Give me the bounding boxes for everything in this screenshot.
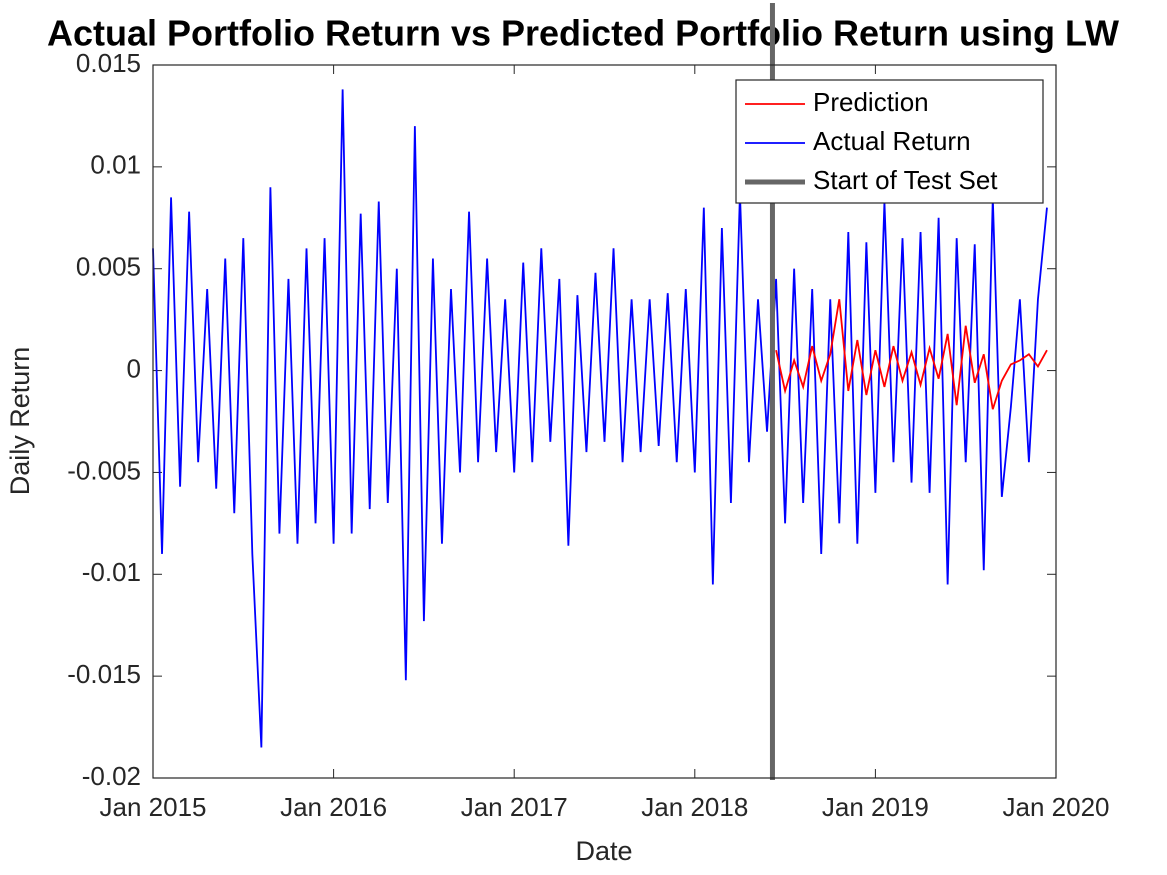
- x-tick-label: Jan 2019: [822, 792, 929, 822]
- y-tick-label: 0: [127, 353, 141, 383]
- axes-box: [152, 64, 1057, 779]
- legend-label: Actual Return: [813, 126, 971, 156]
- x-tick-label: Jan 2015: [100, 792, 207, 822]
- x-tick-label: Jan 2018: [641, 792, 748, 822]
- x-tick-label: Jan 2017: [461, 792, 568, 822]
- y-tick-label: -0.02: [82, 761, 141, 791]
- y-tick-label: -0.015: [67, 659, 141, 689]
- legend-label: Prediction: [813, 87, 929, 117]
- series-line: [775, 299, 1048, 410]
- legend-label: Start of Test Set: [813, 165, 998, 195]
- y-tick-label: 0.015: [76, 48, 141, 78]
- y-axis-label: Daily Return: [5, 347, 35, 496]
- x-tick-label: Jan 2016: [280, 792, 387, 822]
- series-line: [152, 89, 1048, 748]
- y-tick-label: 0.005: [76, 252, 141, 282]
- y-tick-label: -0.005: [67, 455, 141, 485]
- x-axis-label: Date: [575, 836, 632, 866]
- y-tick-label: -0.01: [82, 557, 141, 587]
- y-tick-label: 0.01: [90, 150, 141, 180]
- chart-title: Actual Portfolio Return vs Predicted Por…: [47, 13, 1119, 54]
- x-tick-label: Jan 2020: [1003, 792, 1110, 822]
